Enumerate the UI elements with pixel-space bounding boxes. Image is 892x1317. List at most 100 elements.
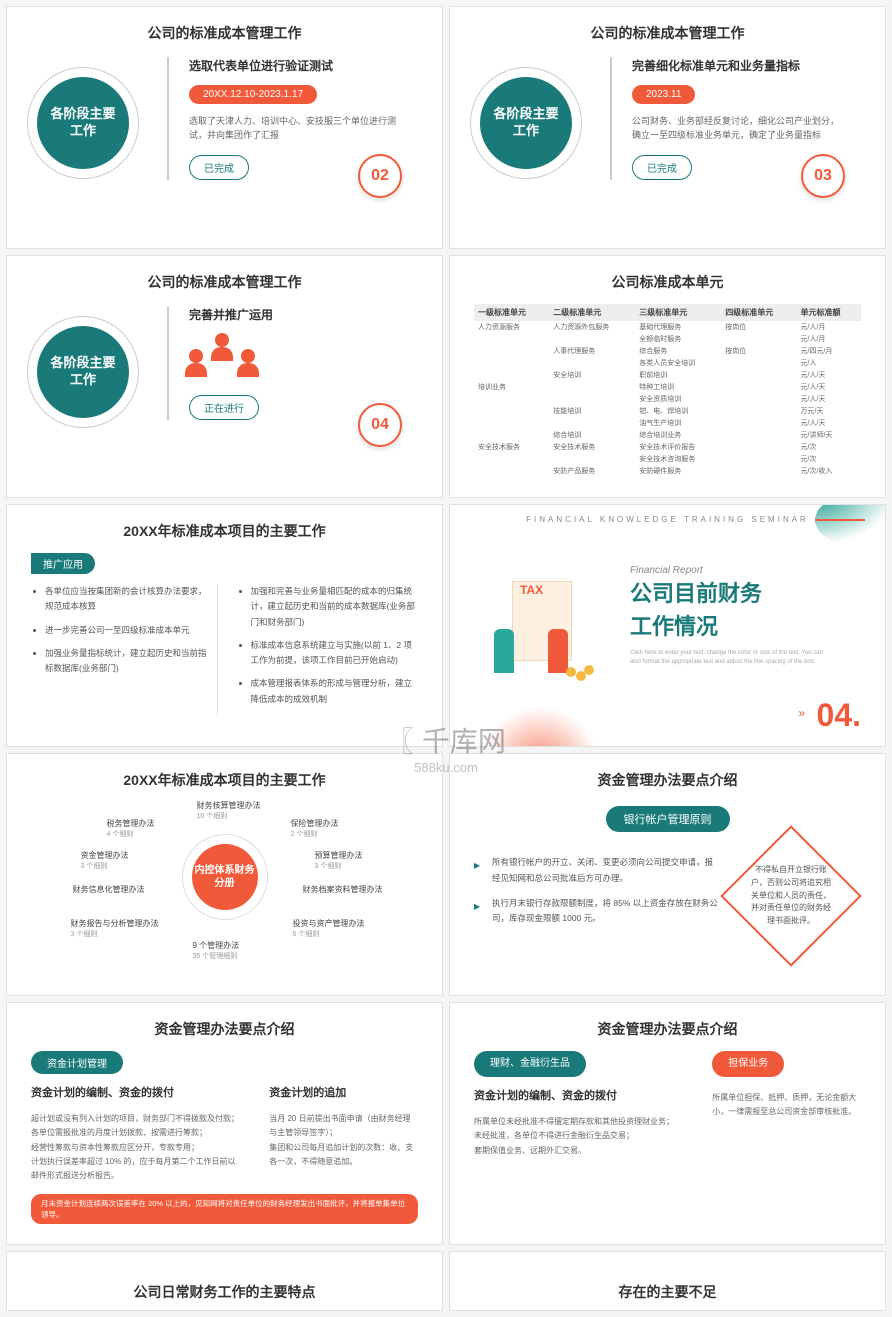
section-cn1: 公司目前财务 (630, 580, 830, 609)
table-row: 综合培训综合培训业务元/讲师/天 (474, 429, 861, 441)
tag-finance: 理财、金融衍生品 (474, 1051, 586, 1077)
fund-subtitle2: 资金计划的追加 (269, 1084, 418, 1104)
list-item: 套期保值业务、远期外汇交易。 (474, 1144, 682, 1158)
list-item: 成本管理报表体系的形成与管理分析，建立降低成本的成效机制 (251, 676, 419, 707)
tag-promote: 推广应用 (31, 553, 95, 574)
slide-bank: 资金管理办法要点介绍 银行帐户管理原则 所有银行帐户的开立、关闭、变更必须向公司… (449, 753, 886, 996)
stage-number: 03 (801, 154, 845, 198)
table-row: 安全培训职前培训元/人/天 (474, 369, 861, 381)
table-row: 安全资质培训元/人/天 (474, 393, 861, 405)
stage-number: 04 (358, 403, 402, 447)
list-item: 集团和公司每月追加计划的次数：收、支各一次，不得随意追加。 (269, 1141, 418, 1170)
radial-center: 内控体系财务分册 (192, 844, 258, 910)
stage-desc: 公司财务、业务部经反复讨论，细化公司产业划分，确立一至四级标准业务单元，确定了业… (632, 114, 845, 143)
table-row: 人事代理服务综合服务按岗位元/四元/月 (474, 345, 861, 357)
radial-item: 财务核算管理办法10 个细则 (197, 800, 261, 821)
illustration: TAX (476, 575, 606, 685)
slide-table: 公司标准成本单元 一级标准单元二级标准单元三级标准单元四级标准单元单元标准额 人… (449, 255, 886, 498)
stage-badge: 各阶段主要工作 (37, 77, 129, 169)
tag-guarantee: 担保业务 (712, 1051, 784, 1077)
stage-number: 02 (358, 154, 402, 198)
stage-subtitle: 选取代表单位进行验证测试 (189, 57, 402, 74)
section-cn2: 工作情况 (630, 613, 830, 642)
list-item: 进一步完善公司一至四级标准成本单元 (45, 623, 213, 638)
slide-section-04: FINANCIAL KNOWLEDGE TRAINING SEMINAR TAX… (449, 504, 886, 747)
list-item: 标准成本信息系统建立与实施(以前 1、2 项工作为前提，该项工作目前已开始启动) (251, 638, 419, 669)
slide-stage-04: 公司的标准成本管理工作 各阶段主要工作 完善并推广运用 正在进行 04 (6, 255, 443, 498)
divider (217, 584, 218, 715)
mainwork-right: 加强和完善与业务量相匹配的成本的归集统计，建立起历史和当前的成本数据库(业务部门… (237, 584, 419, 715)
stage-subtitle: 完善并推广运用 (189, 306, 402, 323)
slide-daily-finance: 公司日常财务工作的主要特点 (6, 1251, 443, 1311)
slide-fund-plan: 资金管理办法要点介绍 资金计划管理 资金计划的编制、资金的拨付 超计划或没有列入… (6, 1002, 443, 1245)
table-row: 人力资源服务人力资源外包服务基础代理服务按岗位元/人/月 (474, 321, 861, 333)
date-pill: 2023.11 (632, 85, 695, 104)
radial-diagram: 内控体系财务分册 财务核算管理办法10 个细则税务管理办法4 个细则保险管理办法… (45, 802, 405, 952)
table-header: 四级标准单元 (721, 304, 796, 321)
stage-subtitle: 完善细化标准单元和业务量指标 (632, 57, 845, 74)
table-row: 全额临时服务元/人/月 (474, 333, 861, 345)
table-row: 安防产品服务安防硬件服务元/次/收入 (474, 465, 861, 477)
list-item: 未经批准，各单位不得进行金融衍生品交易； (474, 1129, 682, 1143)
radial-item: 财务档案资料管理办法 (303, 884, 383, 895)
slide-title: 公司的标准成本管理工作 (31, 23, 418, 43)
fund-tag: 资金计划管理 (31, 1051, 123, 1074)
stage-badge: 各阶段主要工作 (37, 326, 129, 418)
list-item: 加强和完善与业务量相匹配的成本的归集统计，建立起历史和当前的成本数据库(业务部门… (251, 584, 419, 630)
fund-warning: 月末资金计划连续两次误差率在 20% 以上的，见知网将对责任单位的财务经理发出书… (31, 1194, 418, 1224)
list-item: 经营性筹款与资本性筹款应区分开，专款专用； (31, 1141, 239, 1155)
list-item: 当月 20 日前提出书面申请（由财务经理与主管领导签字）； (269, 1112, 418, 1141)
slide-title: 20XX年标准成本项目的主要工作 (31, 521, 418, 541)
deco-teal (815, 504, 886, 545)
slide-title: 公司的标准成本管理工作 (31, 272, 418, 292)
slide-title: 存在的主要不足 (474, 1282, 861, 1302)
list-item: 计划执行误差率超过 10% 的，应于每月第二个工作日前以邮件形式报送分析报告。 (31, 1155, 239, 1184)
people-icon (189, 333, 269, 383)
radial-item: 预算管理办法3 个细则 (315, 850, 363, 871)
list-item: 执行月末银行存款限额制度，将 85% 以上资金存放在财务公司，库存现金限额 10… (474, 896, 721, 927)
bank-square: 不得私自开立银行账户，否则公司将追究相关单位和人员的责任，并对责任单位的财务经理… (720, 825, 861, 966)
table-header: 单元标准额 (797, 304, 862, 321)
table-row: 油气生产培训元/人/天 (474, 417, 861, 429)
deco-orange (480, 706, 600, 747)
header-line (815, 519, 865, 521)
slide-title: 资金管理办法要点介绍 (474, 1019, 861, 1039)
bank-left: 所有银行帐户的开立、关闭、变更必须向公司提交申请，报经见知网和总公司批准后方可办… (474, 855, 721, 936)
slide-stage-03: 公司的标准成本管理工作 各阶段主要工作 完善细化标准单元和业务量指标 2023.… (449, 6, 886, 249)
status-pill: 已完成 (189, 155, 249, 180)
list-item: 所有银行帐户的开立、关闭、变更必须向公司提交申请，报经见知网和总公司批准后方可办… (474, 855, 721, 886)
stage-content: 完善并推广运用 正在进行 (167, 306, 402, 420)
list-item: 加强业务量指标统计，建立起历史和当前指标数据库(业务部门) (45, 646, 213, 677)
table-row: 培训业务特种工培训元/人/天 (474, 381, 861, 393)
slide-radial: 20XX年标准成本项目的主要工作 内控体系财务分册 财务核算管理办法10 个细则… (6, 753, 443, 996)
radial-item: 资金管理办法3 个细则 (81, 850, 129, 871)
slide-deficiency: 存在的主要不足 (449, 1251, 886, 1311)
table-header: 一级标准单元 (474, 304, 549, 321)
section-sub: Click here to enter your text, change th… (630, 649, 830, 667)
radial-item: 税务管理办法4 个细则 (107, 818, 155, 839)
radial-item: 财务信息化管理办法 (73, 884, 145, 895)
radial-item: 投资与资产管理办法6 个细则 (293, 918, 365, 939)
fund-subtitle: 资金计划的编制、资金的拨付 (474, 1087, 682, 1107)
radial-item: 财务报告与分析管理办法3 个细则 (71, 918, 159, 939)
radial-item: 9 个管理办法35 个管理细则 (193, 940, 240, 961)
mainwork-left: 各单位应当按集团新的会计核算办法要求，规范成本核算进一步完善公司一至四级标准成本… (31, 584, 213, 715)
stage-desc: 选取了天津人力、培训中心、安技服三个单位进行测试，并向集团作了汇报 (189, 114, 402, 143)
bank-pill: 银行帐户管理原则 (606, 806, 730, 832)
section-en: Financial Report (630, 565, 830, 576)
list-item: 各单位应当按集团新的会计核算办法要求，规范成本核算 (45, 584, 213, 615)
guarantee-text: 所属单位担保、抵押、质押，无论金额大小，一律需报至总公司资金部审核批准。 (712, 1091, 861, 1120)
slide-title: 20XX年标准成本项目的主要工作 (31, 770, 418, 790)
slide-mainwork: 20XX年标准成本项目的主要工作 推广应用 各单位应当按集团新的会计核算办法要求… (6, 504, 443, 747)
slide-title: 资金管理办法要点介绍 (474, 770, 861, 790)
list-item: 各单位需报批准的月度计划拨款、按需进行筹款； (31, 1126, 239, 1140)
status-pill: 已完成 (632, 155, 692, 180)
date-pill: 20XX.12.10-2023.1.17 (189, 85, 317, 104)
cost-table: 一级标准单元二级标准单元三级标准单元四级标准单元单元标准额 人力资源服务人力资源… (474, 304, 861, 477)
fund-subtitle1: 资金计划的编制、资金的拨付 (31, 1084, 239, 1104)
slide-title: 资金管理办法要点介绍 (31, 1019, 418, 1039)
slide-fund-invest: 资金管理办法要点介绍 理财、金融衍生品 资金计划的编制、资金的拨付 所属单位未经… (449, 1002, 886, 1245)
table-row: 各类人员安全培训元/人 (474, 357, 861, 369)
slide-title: 公司标准成本单元 (474, 272, 861, 292)
table-row: 安全技术服务安全技术服务安全技术评价报告元/次 (474, 441, 861, 453)
